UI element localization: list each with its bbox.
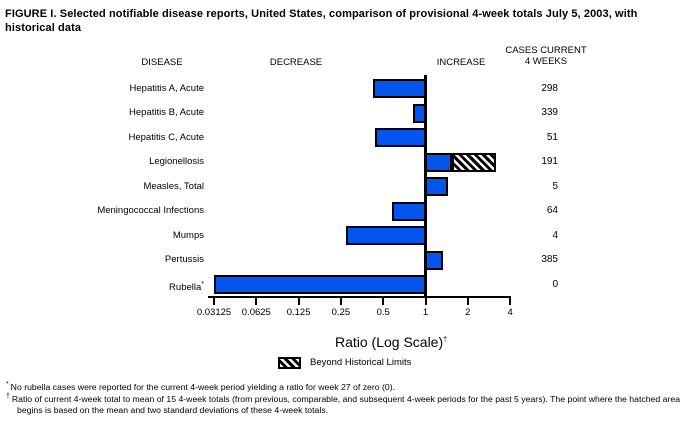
- footnote-marker: *: [201, 280, 204, 288]
- column-header-decrease: DECREASE: [269, 57, 323, 68]
- disease-label: Legionellosis: [149, 156, 204, 167]
- axis-tick-label: 2: [465, 307, 471, 318]
- disease-label: Hepatitis B, Acute: [129, 107, 204, 118]
- ratio-bar: [375, 128, 427, 147]
- axis-tick: [297, 296, 300, 305]
- cases-count: 385: [541, 254, 558, 265]
- axis-tick-label: 0.5: [376, 307, 390, 318]
- footnote-marker: *: [6, 381, 11, 388]
- axis-tick-label: 0.0625: [241, 307, 271, 318]
- footnote: † Ratio of current 4-week total to mean …: [6, 393, 681, 415]
- disease-label: Hepatitis A, Acute: [129, 82, 204, 94]
- cases-count: 298: [541, 82, 558, 94]
- ratio-bar: [372, 79, 427, 98]
- column-header-disease: DISEASE: [141, 57, 183, 68]
- axis-tick-label: 1: [422, 307, 429, 318]
- axis-tick-label: 4: [507, 307, 513, 318]
- disease-label: Rubella*: [169, 280, 204, 293]
- axis-tick: [424, 296, 427, 305]
- footnote: * No rubella cases were reported for the…: [6, 381, 396, 392]
- ratio-bar: [214, 275, 427, 294]
- column-header-cases-line2: 4 WEEKS: [524, 56, 568, 67]
- ratio-bar: [424, 177, 449, 196]
- cases-count: 4: [552, 229, 558, 241]
- cases-count: 64: [546, 205, 558, 216]
- figure-title: FIGURE I. Selected notifiable disease re…: [5, 8, 638, 34]
- axis-tick: [509, 296, 512, 305]
- disease-label: Pertussis: [164, 254, 204, 265]
- disease-label: Hepatitis C, Acute: [128, 131, 204, 143]
- axis-tick: [255, 296, 258, 305]
- cases-count: 191: [541, 156, 558, 167]
- disease-label: Measles, Total: [143, 180, 204, 192]
- cases-count: 51: [546, 131, 558, 143]
- baseline-ratio-1-line: [424, 75, 427, 298]
- column-header-cases-line1: CASES CURRENT: [505, 45, 587, 56]
- cases-count: 339: [541, 107, 558, 118]
- hatch-swatch-icon: [278, 357, 301, 369]
- beyond-historical-limits-bar: [452, 152, 497, 172]
- ratio-bar: [392, 201, 427, 221]
- axis-tick-label: 0.125: [286, 307, 311, 318]
- disease-label: Mumps: [172, 229, 204, 241]
- disease-label: Meningococcal Infections: [97, 205, 204, 216]
- x-axis-line: [208, 296, 511, 298]
- ratio-bar: [424, 152, 453, 172]
- column-header-increase: INCREASE: [436, 57, 486, 68]
- cases-count: 0: [552, 278, 558, 290]
- footnotes: * No rubella cases were reported for the…: [6, 380, 682, 415]
- column-header-cases: CASES CURRENT 4 WEEKS: [505, 45, 586, 67]
- ratio-bar: [345, 226, 427, 245]
- axis-tick-label: 0.03125: [196, 307, 232, 318]
- axis-tick-label: 0.25: [331, 307, 351, 318]
- dagger-symbol: †: [443, 336, 448, 344]
- axis-tick: [213, 296, 215, 305]
- axis-tick: [382, 296, 385, 305]
- cases-count: 5: [552, 180, 558, 192]
- x-axis-title: Ratio (Log Scale)†: [334, 334, 448, 350]
- axis-tick: [339, 296, 342, 305]
- axis-tick: [466, 296, 469, 305]
- footnote-marker: †: [6, 393, 12, 401]
- legend-label: Beyond Historical Limits: [310, 357, 412, 368]
